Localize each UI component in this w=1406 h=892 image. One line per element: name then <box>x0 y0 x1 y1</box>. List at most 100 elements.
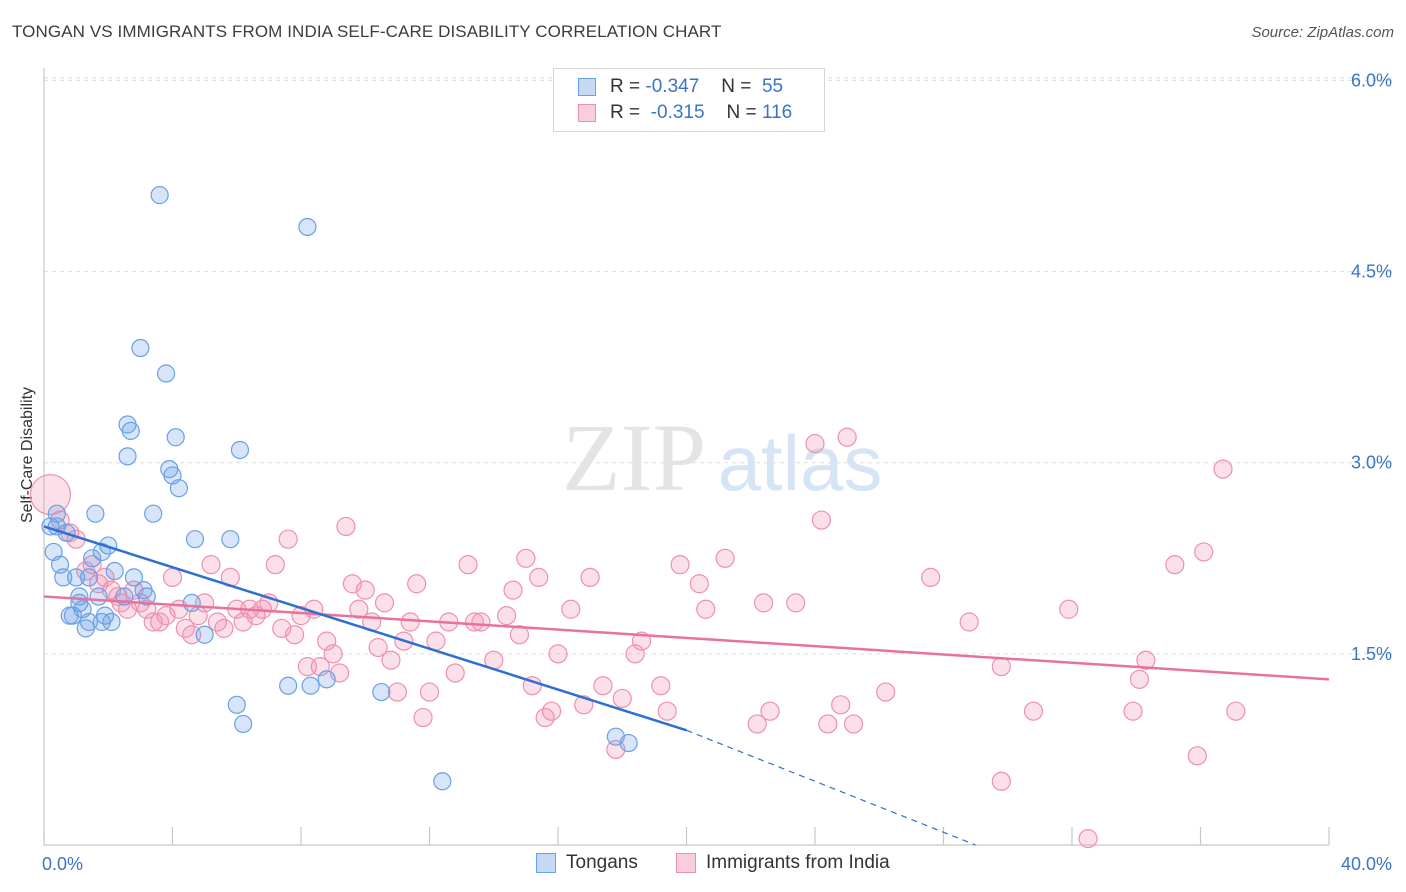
point-india <box>811 510 832 530</box>
point-india <box>503 580 523 600</box>
points-india <box>29 427 1246 849</box>
bottom-legend-tongans: Tongans <box>536 852 638 874</box>
bottom-legend-label-india: Immigrants from India <box>706 852 890 873</box>
point-tongans <box>372 682 391 702</box>
point-india <box>593 676 613 696</box>
point-tongans <box>150 186 169 205</box>
point-tongans <box>118 447 137 466</box>
point-tongans <box>144 504 163 523</box>
tick-labels: 1.5% 3.0% 4.5% 6.0% 0.0% 40.0% <box>42 70 1392 874</box>
legend-swatch-tongans <box>578 78 596 96</box>
legend-n-value: 55 <box>761 76 784 97</box>
point-india <box>670 555 690 575</box>
y-tick-label: 6.0% <box>1351 70 1392 90</box>
point-india <box>336 516 356 537</box>
point-tongans <box>121 421 140 440</box>
axes <box>43 68 1330 846</box>
point-india <box>1123 701 1143 721</box>
bottom-legend-label-tongans: Tongans <box>566 852 638 873</box>
point-india <box>715 548 735 568</box>
point-india <box>1023 701 1044 721</box>
legend-r-label: R = <box>610 102 641 123</box>
trendline-india <box>43 595 1330 681</box>
y-tick-label: 4.5% <box>1351 262 1392 282</box>
point-tongans <box>86 504 105 523</box>
point-tongans <box>317 670 336 689</box>
stats-legend: R = -0.347 N = 55 R = -0.315 N = 116 <box>553 68 825 132</box>
point-tongans <box>166 428 185 447</box>
point-tongans <box>156 364 176 383</box>
point-india <box>214 618 234 638</box>
point-tongans <box>185 530 205 549</box>
point-india <box>284 625 305 645</box>
point-india <box>1129 669 1150 689</box>
point-tongans <box>301 676 320 695</box>
point-india <box>753 593 774 613</box>
point-tongans <box>221 530 240 549</box>
point-india <box>1187 746 1207 766</box>
point-india <box>471 612 491 632</box>
bottom-legend: Tongans Immigrants from India <box>0 852 1406 878</box>
point-india <box>381 650 401 670</box>
point-tongans <box>227 695 246 714</box>
point-tongans <box>54 568 73 587</box>
point-tongans <box>47 504 66 523</box>
point-india <box>426 631 446 651</box>
point-india <box>921 567 941 588</box>
trendline-tongans-extension <box>686 729 976 846</box>
point-india <box>689 574 709 594</box>
point-india <box>464 612 485 632</box>
point-india <box>355 580 375 600</box>
bottom-legend-india: Immigrants from India <box>676 852 890 874</box>
point-india <box>516 548 536 568</box>
point-india <box>497 606 517 626</box>
point-tongans <box>619 733 638 753</box>
watermark: ZIP atlas <box>562 404 882 511</box>
point-india <box>1078 829 1098 849</box>
legend-n-label: N = <box>721 76 752 97</box>
point-india <box>349 599 369 619</box>
point-india <box>580 567 600 588</box>
point-tongans <box>102 612 121 632</box>
point-tongans <box>169 479 189 498</box>
gridlines <box>44 77 1392 655</box>
y-tick-label: 1.5% <box>1351 644 1392 664</box>
bottom-legend-swatch-tongans <box>536 853 556 873</box>
point-tongans <box>89 587 108 606</box>
point-tongans <box>131 338 150 358</box>
point-tongans <box>195 625 214 644</box>
point-tongans <box>105 561 124 581</box>
point-tongans <box>67 568 86 587</box>
point-india <box>387 682 407 702</box>
point-india <box>201 555 221 575</box>
point-tongans <box>182 593 201 612</box>
point-india <box>368 637 388 658</box>
watermark-atlas: atlas <box>718 419 883 507</box>
point-india <box>278 529 298 549</box>
point-tongans <box>79 568 99 587</box>
point-india <box>1165 555 1185 575</box>
point-india <box>1194 542 1214 562</box>
point-india <box>162 567 183 588</box>
legend-r-label: R = <box>610 76 641 97</box>
point-tongans <box>230 440 250 460</box>
point-india <box>631 631 652 651</box>
point-india <box>265 555 285 575</box>
point-tongans <box>298 217 317 237</box>
legend-n-value: 116 <box>761 102 793 123</box>
trendlines <box>43 525 1330 846</box>
point-india <box>612 688 632 709</box>
point-india <box>374 593 395 613</box>
point-india <box>651 676 671 696</box>
points-tongans <box>41 186 638 791</box>
legend-r-value: -0.347 <box>645 76 700 97</box>
point-india <box>831 695 851 715</box>
point-tongans <box>137 587 156 606</box>
watermark-zip: ZIP <box>562 404 706 511</box>
point-india <box>991 657 1011 677</box>
legend-row-tongans: R = -0.347 N = 55 <box>578 75 783 99</box>
point-tongans <box>79 612 99 632</box>
point-tongans <box>234 714 253 734</box>
point-india <box>323 644 343 664</box>
